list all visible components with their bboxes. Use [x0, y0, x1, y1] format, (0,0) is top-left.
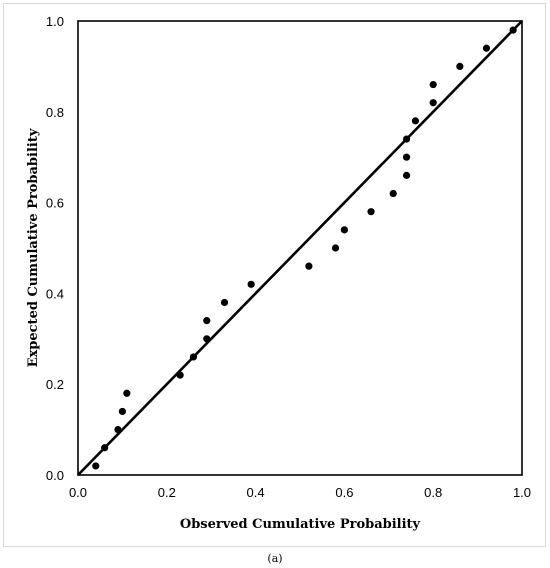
data-point-24	[482, 44, 491, 52]
y-tick-label: 0.4	[46, 286, 64, 301]
x-tick-label: 1.0	[513, 485, 531, 500]
y-axis-title: Expected Cumulative Probability	[26, 128, 41, 367]
data-points	[92, 26, 517, 470]
chart-frame	[3, 3, 546, 547]
data-point-5	[123, 389, 131, 397]
data-point-8	[203, 335, 211, 343]
x-tick-labels: 0.0 0.2 0.4 0.6 0.8 1.0	[69, 485, 531, 500]
data-point-14	[340, 226, 348, 234]
reference-line	[77, 20, 523, 476]
data-point-9	[203, 317, 211, 325]
data-point-3	[114, 426, 122, 434]
y-tick-label: 0.8	[46, 105, 64, 120]
x-tick-label: 0.2	[158, 485, 176, 500]
data-point-13	[331, 244, 340, 252]
reference-line-layer	[77, 20, 523, 476]
data-point-10	[220, 298, 229, 307]
y-tick-label: 0.2	[46, 377, 64, 392]
plot-border	[77, 20, 523, 476]
data-point-19	[402, 135, 411, 143]
x-axis-title: Observed Cumulative Probability	[180, 517, 421, 532]
x-tick-label: 0.0	[69, 485, 87, 500]
y-tick-label: 0.6	[46, 196, 64, 211]
y-tick-label: 0.0	[46, 468, 64, 483]
data-point-23	[456, 62, 464, 70]
data-point-20	[411, 117, 420, 125]
data-point-17	[402, 171, 411, 179]
data-point-7	[189, 353, 198, 361]
x-tick-label: 0.6	[335, 485, 353, 500]
data-point-18	[402, 153, 411, 161]
data-point-22	[429, 80, 437, 89]
data-point-16	[389, 189, 397, 198]
data-point-15	[367, 208, 375, 216]
data-point-11	[247, 280, 255, 288]
data-point-4	[118, 407, 126, 416]
data-point-12	[305, 262, 313, 270]
y-tick-labels: 0.0 0.2 0.4 0.6 0.8 1.0	[46, 14, 64, 483]
y-tick-label: 1.0	[46, 14, 64, 29]
data-point-25	[509, 26, 517, 34]
figure-caption: (a)	[267, 552, 283, 565]
data-point-6	[176, 371, 184, 379]
x-tick-label: 0.4	[247, 485, 265, 500]
x-tick-label: 0.8	[424, 485, 442, 500]
data-point-1	[92, 462, 100, 470]
data-point-2	[101, 444, 109, 452]
data-point-21	[429, 99, 437, 107]
plot-area	[77, 20, 523, 476]
